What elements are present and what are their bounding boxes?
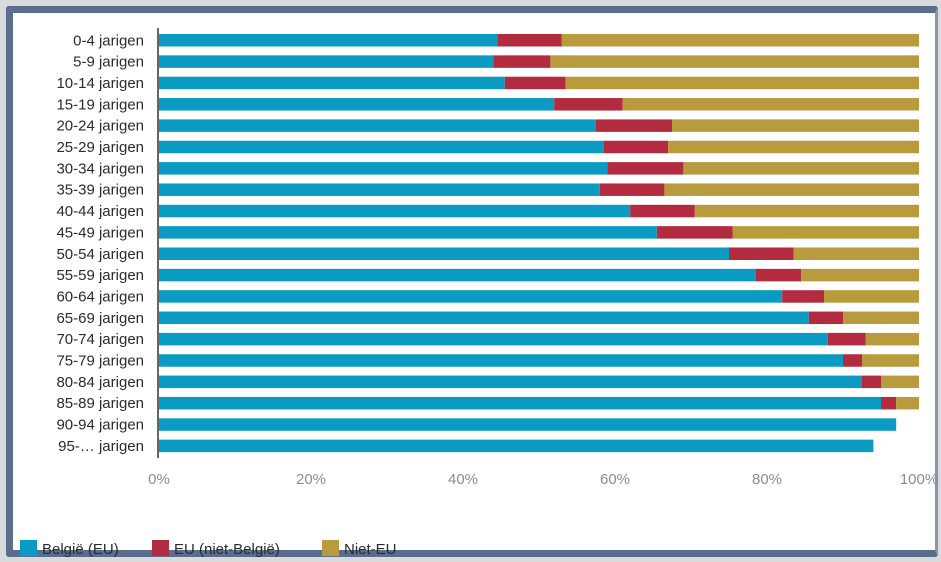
bar-segment — [159, 204, 631, 218]
bar-segment — [824, 290, 919, 303]
category-label: 90-94 jarigen — [56, 417, 144, 434]
chart-frame — [6, 6, 938, 557]
legend-swatch — [152, 540, 169, 556]
bar-segment — [881, 396, 897, 410]
bar-segment — [843, 354, 862, 367]
bar-segment — [159, 290, 783, 303]
bar-segment — [159, 311, 809, 325]
bar-segment — [159, 375, 862, 389]
bar-segment — [554, 98, 623, 111]
category-label: 65-69 jarigen — [56, 310, 144, 327]
bar-segment — [865, 332, 919, 346]
bar-segment — [862, 375, 881, 389]
category-label: 20-24 jarigen — [56, 118, 144, 135]
bar-segment — [683, 162, 919, 175]
category-label: 25-29 jarigen — [56, 139, 144, 156]
category-label: 60-64 jarigen — [56, 288, 144, 305]
bar-segment — [732, 226, 919, 239]
category-labels: 0-4 jarigen 5-9 jarigen 10-14 jarigen 15-19… — [56, 32, 144, 455]
category-label: 5-9 jarigen — [73, 54, 144, 71]
x-tick-label: 60% — [600, 471, 630, 488]
category-label: 95-… jarigen — [58, 438, 144, 455]
x-tick-label: 40% — [448, 471, 478, 488]
category-label: 75-79 jarigen — [56, 353, 144, 370]
bars-group — [159, 34, 919, 453]
bar-segment — [896, 396, 919, 410]
bar-segment — [672, 119, 919, 132]
bar-segment — [159, 140, 604, 154]
bar-segment — [504, 76, 566, 90]
bar-segment — [561, 34, 919, 47]
bar-segment — [694, 204, 919, 218]
bar-segment — [159, 55, 494, 68]
bar-segment — [630, 204, 695, 218]
category-label: 10-14 jarigen — [56, 75, 144, 92]
bar-segment — [159, 396, 881, 410]
bar-segment — [159, 226, 657, 239]
bar-segment — [622, 98, 919, 111]
bar-segment — [550, 55, 919, 68]
bar-segment — [159, 439, 874, 453]
bar-segment — [782, 290, 824, 303]
bar-segment — [801, 268, 919, 282]
bar-segment — [159, 418, 897, 431]
bar-segment — [808, 311, 843, 325]
bar-segment — [755, 268, 802, 282]
bar-segment — [656, 226, 733, 239]
bar-segment — [603, 140, 669, 154]
bar-segment — [596, 119, 672, 132]
legend-label: België (EU) — [42, 541, 119, 558]
bar-segment — [159, 119, 596, 132]
bar-segment — [159, 247, 729, 260]
x-tick-label: 80% — [752, 471, 782, 488]
bar-segment — [793, 247, 919, 260]
x-tick-label: 20% — [296, 471, 326, 488]
bar-segment — [159, 76, 505, 90]
bar-segment — [668, 140, 919, 154]
x-tick-label: 0% — [148, 471, 170, 488]
bar-segment — [607, 162, 684, 175]
category-label: 50-54 jarigen — [56, 246, 144, 263]
bar-segment — [599, 183, 665, 196]
category-label: 70-74 jarigen — [56, 331, 144, 348]
bar-segment — [862, 354, 919, 367]
bar-segment — [159, 268, 756, 282]
bar-segment — [159, 34, 498, 47]
category-label: 35-39 jarigen — [56, 182, 144, 199]
bar-segment — [565, 76, 919, 90]
bar-segment — [159, 183, 600, 196]
legend-label: EU (niet-België) — [174, 541, 280, 558]
category-label: 30-34 jarigen — [56, 160, 144, 177]
category-label: 45-49 jarigen — [56, 224, 144, 241]
category-label: 80-84 jarigen — [56, 374, 144, 391]
category-label: 0-4 jarigen — [73, 32, 144, 49]
category-label: 85-89 jarigen — [56, 395, 144, 412]
bar-segment — [497, 34, 562, 47]
bar-segment — [159, 162, 608, 175]
category-label: 40-44 jarigen — [56, 203, 144, 220]
legend-label: Niet-EU — [344, 541, 397, 558]
bar-segment — [159, 354, 843, 367]
category-label: 55-59 jarigen — [56, 267, 144, 284]
bar-segment — [843, 311, 919, 325]
bar-segment — [664, 183, 919, 196]
bar-segment — [493, 55, 551, 68]
bar-segment — [881, 375, 919, 389]
legend-swatch — [322, 540, 339, 556]
bar-segment — [729, 247, 794, 260]
x-tick-labels: 0% 20% 40% 60% 80% 100% — [148, 471, 938, 488]
category-label: 15-19 jarigen — [56, 96, 144, 113]
bar-segment — [159, 332, 828, 346]
x-tick-label: 100% — [900, 471, 938, 488]
bar-segment — [827, 332, 866, 346]
legend-swatch — [20, 540, 37, 556]
bar-segment — [159, 98, 555, 111]
legend: België (EU) EU (niet-België) Niet-EU — [20, 540, 397, 558]
